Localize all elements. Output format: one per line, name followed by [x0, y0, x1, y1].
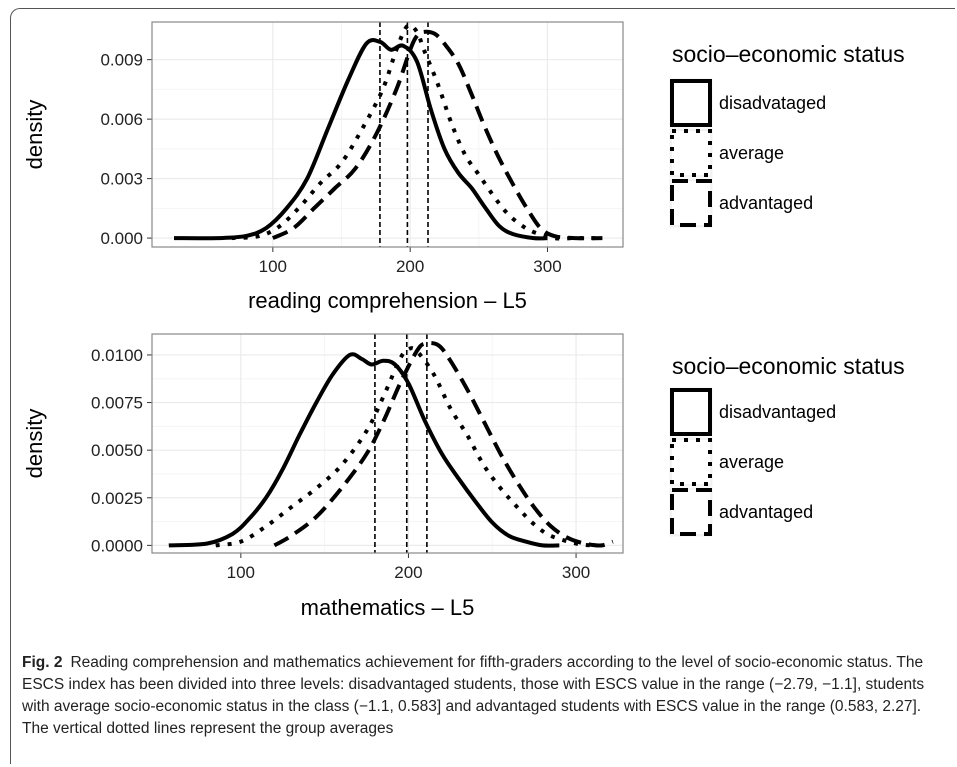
chart1-legend-key-3	[670, 179, 712, 227]
chart2-legend-title: socio–economic status	[672, 353, 905, 379]
chart2-density-line-2	[215, 346, 610, 548]
chart1-panel-border	[151, 21, 624, 248]
chart2-y-tick-label: 0.0050	[91, 441, 143, 460]
chart2-x-tick-label: 200	[394, 563, 422, 582]
figure-caption: Fig. 2 Reading comprehension and mathemat…	[22, 652, 937, 740]
chart1-y-tick-label: 0.009	[100, 51, 143, 70]
chart2-y-tick-label: 0.0000	[91, 536, 143, 555]
caption-label: Fig. 2	[22, 654, 63, 671]
chart2-legend-key-2	[670, 438, 712, 486]
chart1-x-tick-label: 300	[533, 257, 561, 276]
chart1-y-tick-label: 0.003	[100, 170, 143, 189]
chart1-legend-label-3: advantaged	[719, 193, 813, 213]
chart1-legend-label-1: disadvataged	[719, 93, 826, 113]
chart1-density-line-3	[271, 29, 603, 241]
chart2-panel-border	[151, 333, 624, 554]
chart2-y-tick-label: 0.0100	[91, 346, 143, 365]
caption-text: Reading comprehension and mathematics ac…	[22, 654, 925, 737]
figure-frame	[10, 8, 955, 764]
chart1-legend-label-2: average	[719, 143, 784, 163]
chart2-x-tick-label: 100	[227, 563, 255, 582]
chart1-legend-title: socio–economic status	[672, 41, 905, 67]
chart2-legend-key-1	[670, 388, 712, 436]
figure-canvas: 100 200 300 0.000 0.003 0.006 0.009 reading com…	[22, 21, 905, 620]
chart2-panel-background	[152, 334, 623, 553]
chart2-density-line-1	[168, 352, 560, 548]
chart1-y-tick-label: 0.006	[100, 110, 143, 129]
chart2-y-tick-label: 0.0075	[91, 394, 143, 413]
chart1-x-tick-label: 100	[259, 257, 287, 276]
chart1-y-axis-title: density	[22, 100, 47, 170]
chart2-x-axis-title: mathematics – L5	[301, 595, 475, 620]
chart2-y-tick-label: 0.0025	[91, 489, 143, 508]
chart1-x-tick-label: 200	[396, 257, 424, 276]
chart2-x-tick-label: 300	[562, 563, 590, 582]
chart1-legend-key-2	[670, 129, 712, 177]
chart1-density-line-2	[231, 23, 603, 241]
chart2-legend-key-3	[670, 488, 712, 536]
chart1-x-axis-title: reading comprehension – L5	[248, 288, 527, 313]
chart2-y-axis-title: density	[22, 409, 47, 479]
chart1-y-tick-label: 0.000	[100, 229, 143, 248]
chart1-panel-background	[152, 22, 623, 247]
chart2-density-line-3	[273, 340, 614, 548]
chart1-legend-key-1	[670, 79, 712, 127]
chart2-legend-label-2: average	[719, 452, 784, 472]
chart2-legend-label-1: disadvantaged	[719, 402, 836, 422]
chart2-legend-label-3: advantaged	[719, 502, 813, 522]
